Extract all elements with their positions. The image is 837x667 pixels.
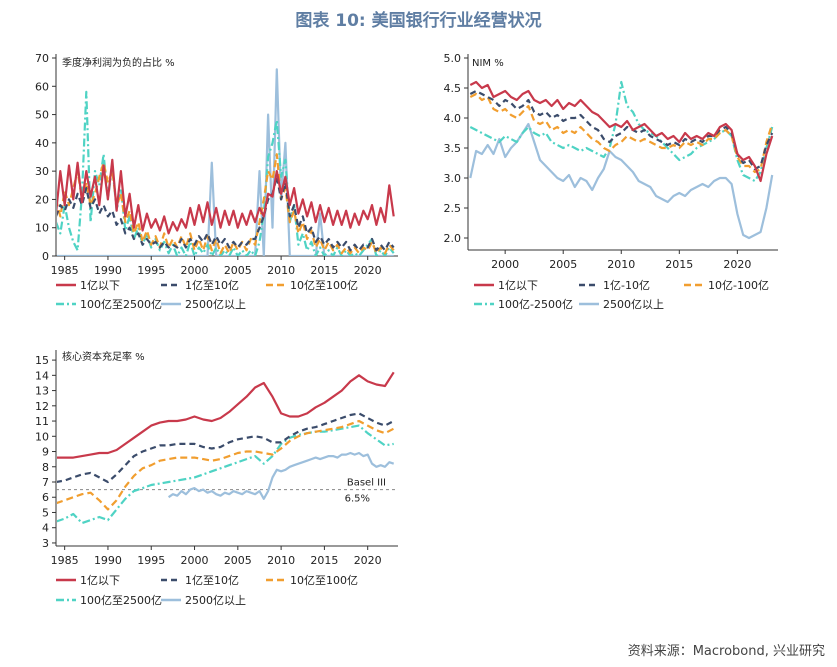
loss-series-line-3 — [57, 153, 395, 255]
loss-y-tick-label: 10 — [35, 222, 49, 235]
loss-y-tick-label: 20 — [35, 193, 49, 206]
loss-series-line-2 — [57, 175, 395, 252]
chart-capital-ratio: 核心资本充足率 % 3 4 5 6 7 8 9 10 11 12 13 14 15 1985 1990 1995… — [35, 350, 398, 607]
capital-x-tick-label: 1985 — [51, 554, 79, 567]
capital-y-tick-label: 3 — [42, 537, 49, 550]
capital-x-tick-label: 2010 — [267, 554, 295, 567]
loss-x-tick-label: 2010 — [267, 264, 295, 277]
capital-y-tick-label: 11 — [35, 415, 49, 428]
chart-loss-ratio: 季度净利润为负的占比 % 0 10 20 30 40 50 60 70 1985 1990 1995 2… — [35, 52, 398, 311]
basel-value-label: 6.5% — [345, 494, 370, 505]
capital-legend-label: 1亿以下 — [80, 574, 120, 587]
nim-series-line-4 — [469, 80, 774, 183]
nim-series-line-1 — [469, 80, 774, 183]
capital-x-tick-label: 2000 — [181, 554, 209, 567]
capital-legend-label: 1亿至10亿 — [185, 574, 239, 587]
capital-y-tick-label: 5 — [42, 506, 49, 519]
nim-y-tick-label: 2.5 — [444, 202, 462, 215]
loss-x-tick-label: 2015 — [310, 264, 338, 277]
capital-y-tick-label: 8 — [42, 461, 49, 474]
loss-legend-label: 1亿以下 — [80, 279, 120, 292]
loss-legend-label: 100亿至2500亿 — [80, 298, 162, 311]
loss-series-line-4 — [57, 90, 395, 256]
capital-y-tick-label: 9 — [42, 446, 49, 459]
loss-x-tick-label: 2020 — [354, 264, 382, 277]
loss-y-tick-label: 0 — [42, 250, 49, 263]
nim-y-tick-label: 3.5 — [444, 142, 462, 155]
capital-legend-label: 10亿至100亿 — [290, 574, 358, 587]
capital-series-line-1 — [57, 371, 395, 459]
basel-label: Basel III — [347, 478, 386, 489]
capital-series-line-5 — [167, 451, 395, 500]
capital-series-line-3 — [57, 419, 395, 511]
capital-y-tick-label: 12 — [35, 400, 49, 413]
capital-y-tick-label: 13 — [35, 385, 49, 398]
nim-y-tick-label: 3.0 — [444, 172, 462, 185]
nim-x-tick-label: 2015 — [665, 258, 693, 271]
capital-y-tick-label: 7 — [42, 476, 49, 489]
source-note: 资料来源：Macrobond, 兴业研究 — [627, 644, 825, 659]
nim-series-line-5 — [469, 122, 774, 240]
capital-legend-label: 2500亿以上 — [185, 594, 246, 607]
capital-y-tick-label: 15 — [35, 354, 49, 367]
capital-y-tick-label: 10 — [35, 430, 49, 443]
nim-x-tick-label: 2005 — [549, 258, 577, 271]
chart-nim: NIM % 2.0 2.5 3.0 3.5 4.0 4.5 5.0 2000 2005 2010 20… — [444, 52, 778, 311]
capital-series-line-2 — [57, 412, 395, 484]
capital-y-tick-label: 14 — [35, 369, 49, 382]
capital-x-tick-label: 2005 — [224, 554, 252, 567]
figure-title: 图表 10: 美国银行行业经营状况 — [295, 11, 542, 31]
nim-y-tick-label: 4.0 — [444, 112, 462, 125]
loss-series-line-1 — [57, 158, 395, 235]
capital-x-tick-label: 2020 — [354, 554, 382, 567]
loss-y-tick-label: 40 — [35, 137, 49, 150]
loss-x-tick-label: 1995 — [137, 264, 165, 277]
loss-y-tick-label: 60 — [35, 80, 49, 93]
nim-legend-label: 1亿-10亿 — [603, 279, 650, 292]
loss-x-tick-label: 2005 — [224, 264, 252, 277]
nim-series-line-2 — [469, 89, 774, 171]
capital-y-tick-label: 6 — [42, 491, 49, 504]
capital-y-tick-label: 4 — [42, 522, 49, 535]
nim-y-tick-label: 4.5 — [444, 82, 462, 95]
loss-chart-title: 季度净利润为负的占比 % — [62, 56, 175, 69]
loss-x-tick-label: 1990 — [94, 264, 122, 277]
loss-legend-label: 2500亿以上 — [185, 298, 246, 311]
nim-y-tick-label: 5.0 — [444, 52, 462, 65]
nim-x-tick-label: 2020 — [723, 258, 751, 271]
loss-legend-label: 10亿至100亿 — [290, 279, 358, 292]
nim-x-tick-label: 2000 — [491, 258, 519, 271]
loss-legend-label: 1亿至10亿 — [185, 279, 239, 292]
loss-y-tick-label: 30 — [35, 165, 49, 178]
nim-legend-label: 1亿以下 — [498, 279, 538, 292]
capital-legend-label: 100亿至2500亿 — [80, 594, 162, 607]
loss-x-tick-label: 1985 — [51, 264, 79, 277]
capital-x-tick-label: 2015 — [310, 554, 338, 567]
nim-legend-label: 10亿-100亿 — [708, 279, 769, 292]
capital-x-tick-label: 1990 — [94, 554, 122, 567]
loss-y-tick-label: 70 — [35, 52, 49, 65]
capital-chart-title: 核心资本充足率 % — [62, 350, 145, 363]
loss-y-tick-label: 50 — [35, 109, 49, 122]
nim-y-tick-label: 2.0 — [444, 232, 462, 245]
nim-x-tick-label: 2010 — [607, 258, 635, 271]
loss-x-tick-label: 2000 — [181, 264, 209, 277]
nim-legend-label: 100亿-2500亿 — [498, 298, 573, 311]
capital-x-tick-label: 1995 — [137, 554, 165, 567]
nim-series-line-3 — [469, 92, 774, 174]
nim-chart-title: NIM % — [472, 58, 504, 69]
capital-series-line-4 — [57, 424, 394, 525]
nim-legend-label: 2500亿以上 — [603, 298, 664, 311]
